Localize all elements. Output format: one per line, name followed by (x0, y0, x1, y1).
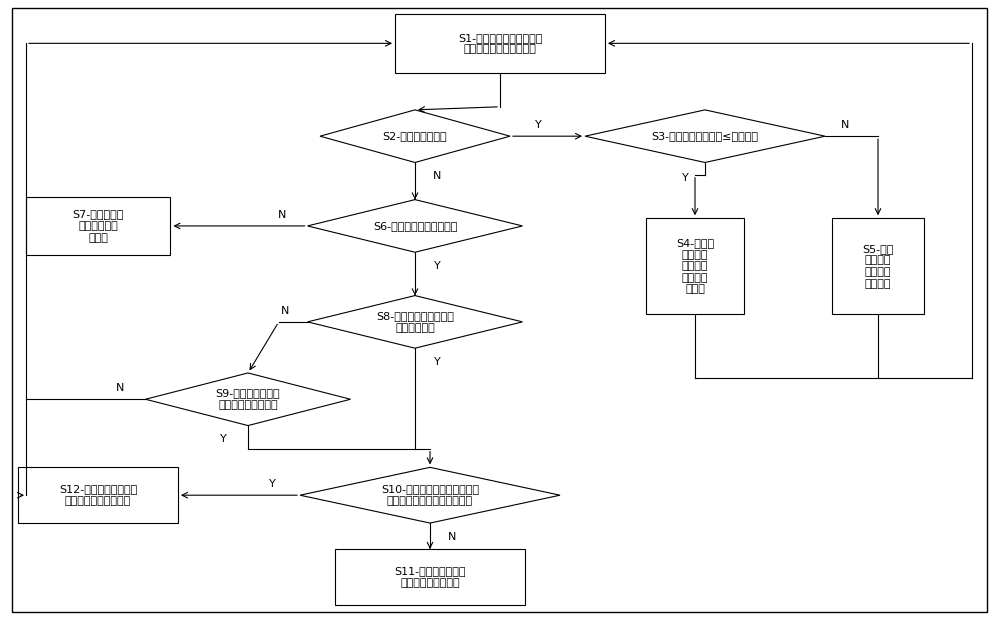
Text: Y: Y (434, 357, 440, 367)
Polygon shape (300, 467, 560, 523)
FancyBboxPatch shape (335, 549, 525, 605)
Text: S12-相应路口信号灯保
持主干线双向绿波模式: S12-相应路口信号灯保 持主干线双向绿波模式 (59, 485, 137, 506)
Text: S1-实时跟踪主干线道路和
支线道路的车辆、自行车: S1-实时跟踪主干线道路和 支线道路的车辆、自行车 (458, 33, 542, 54)
Text: S2-信号周期的起点: S2-信号周期的起点 (383, 131, 447, 141)
FancyBboxPatch shape (26, 197, 170, 255)
Polygon shape (308, 199, 522, 253)
FancyBboxPatch shape (395, 14, 605, 72)
Text: S3-有支线道路车辆数≤切换阈值: S3-有支线道路车辆数≤切换阈值 (652, 131, 759, 141)
FancyBboxPatch shape (646, 219, 744, 314)
Text: S7-相应路口信
号灯为正常切
换模式: S7-相应路口信 号灯为正常切 换模式 (72, 209, 124, 243)
FancyBboxPatch shape (18, 467, 178, 523)
Polygon shape (146, 373, 351, 426)
Text: Y: Y (220, 434, 226, 444)
Text: S6-是主干线双向绿波模式: S6-是主干线双向绿波模式 (373, 221, 457, 231)
Text: N: N (841, 120, 849, 130)
Polygon shape (308, 296, 522, 348)
Text: Y: Y (434, 261, 440, 271)
Polygon shape (320, 110, 510, 162)
Text: S4-相应路
口信号灯
进入主干
线双向绿
波模式: S4-相应路 口信号灯 进入主干 线双向绿 波模式 (676, 238, 714, 295)
Text: N: N (281, 306, 290, 316)
Text: Y: Y (269, 479, 275, 489)
Text: N: N (278, 210, 287, 220)
Text: S5-相应
路口信号
灯为正常
控制模式: S5-相应 路口信号 灯为正常 控制模式 (862, 244, 894, 288)
Text: S9-支线道路上是否
有自行车到达路口处: S9-支线道路上是否 有自行车到达路口处 (216, 389, 280, 410)
Text: N: N (448, 532, 456, 542)
Text: S10-相应路口对应的主干线道
路上是否有车辆到达监测位置: S10-相应路口对应的主干线道 路上是否有车辆到达监测位置 (381, 485, 479, 506)
Polygon shape (585, 110, 825, 162)
Text: S8-支线道路上是否有车
辆到达路口处: S8-支线道路上是否有车 辆到达路口处 (376, 311, 454, 332)
Text: Y: Y (682, 173, 688, 183)
Text: N: N (116, 383, 125, 393)
Text: S11-相应路口的信号
灯为支线道路置绿灯: S11-相应路口的信号 灯为支线道路置绿灯 (394, 566, 466, 587)
Text: Y: Y (535, 120, 541, 130)
FancyBboxPatch shape (832, 219, 924, 314)
Text: N: N (433, 171, 441, 181)
